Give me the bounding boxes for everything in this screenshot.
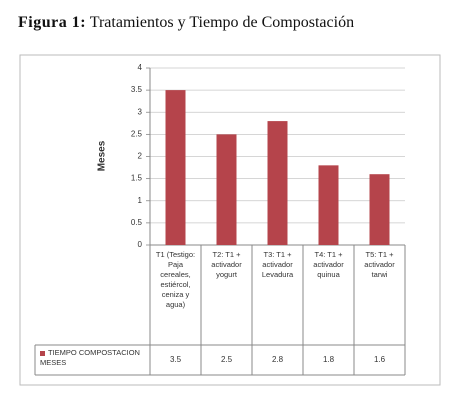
chart-title: Tratamientos y Tiempo de Compostación	[89, 14, 355, 31]
y-axis-label: Meses	[97, 140, 108, 171]
bar	[318, 165, 339, 245]
table-value: 2.8	[272, 355, 284, 364]
table-value: 1.6	[374, 355, 386, 364]
y-tick-label: 1	[138, 196, 143, 205]
y-tick-label: 4	[138, 63, 143, 72]
legend-label: TIEMPO COMPOSTACION MESES	[40, 348, 140, 367]
table-value: 3.5	[170, 355, 182, 364]
figure-label: Figura 1:	[18, 14, 87, 31]
y-tick-label: 0.5	[131, 218, 143, 227]
y-tick-label: 2	[138, 152, 143, 161]
x-tick-label: T5: T1 + activador tarwi	[364, 250, 395, 279]
y-tick-label: 1.5	[131, 174, 143, 183]
x-tick-label: T3: T1 + activador Levadura	[261, 250, 294, 279]
x-tick-label: T4: T1 + activador quinua	[313, 250, 344, 279]
x-tick-label: T2: T1 + activador yogurt	[211, 250, 242, 279]
table-value: 1.8	[323, 355, 335, 364]
y-tick-label: 3	[138, 107, 143, 116]
x-tick-label: T1 (Testigo: Paja cereales, estiércol, c…	[155, 250, 196, 309]
bar	[267, 121, 288, 245]
bar	[165, 90, 186, 245]
bar	[369, 174, 390, 245]
bar	[216, 134, 237, 245]
y-tick-label: 0	[138, 240, 143, 249]
legend: TIEMPO COMPOSTACION MESES	[40, 348, 148, 368]
y-tick-label: 2.5	[131, 129, 143, 138]
y-tick-label: 3.5	[131, 85, 143, 94]
legend-key	[40, 350, 45, 356]
table-value: 2.5	[221, 355, 233, 364]
caption: Figura 1: Tratamientos y Tiempo de Compo…	[18, 14, 354, 32]
